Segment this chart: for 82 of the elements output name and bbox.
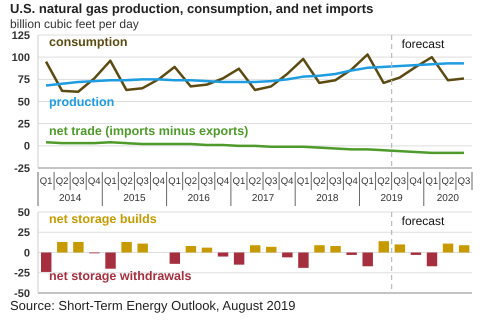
chart-title: U.S. natural gas production, consumption, and net imports xyxy=(10,1,374,16)
x-tick-label: Q3 xyxy=(200,176,214,187)
x-tick-label: Q2 xyxy=(56,176,68,187)
line-series xyxy=(44,141,466,154)
bar xyxy=(121,242,132,252)
y-tick-label: 100 xyxy=(12,52,30,64)
bar xyxy=(266,246,276,252)
series-label: net storage builds xyxy=(49,212,157,226)
x-tick-label: Q3 xyxy=(264,176,278,187)
text: 2019 xyxy=(380,193,404,204)
bar xyxy=(73,242,84,252)
x-tick-label: Q2 xyxy=(312,176,326,187)
bar xyxy=(137,244,148,252)
x-tick-label: Q2 xyxy=(184,176,198,187)
x-tick-label: Q1 xyxy=(232,176,246,187)
y-tick-label: 50 xyxy=(18,96,30,108)
y-tick-label: 25 xyxy=(18,118,30,131)
text: 2016 xyxy=(188,193,210,204)
x-tick-label: Q4 xyxy=(280,176,294,187)
chart-subtitle: billion cubic feet per day xyxy=(10,17,139,31)
series-label: consumption xyxy=(49,35,128,49)
x-tick-label: Q4 xyxy=(345,176,358,187)
series-label: net trade (imports minus exports) xyxy=(49,124,248,138)
bar xyxy=(458,245,470,252)
annotation: forecast xyxy=(402,37,444,51)
x-tick-label: Q1 xyxy=(40,176,52,187)
bar xyxy=(298,252,309,268)
x-tick-label: Q2 xyxy=(120,176,133,187)
bar xyxy=(282,252,293,258)
y-tick-label: 75 xyxy=(18,74,30,86)
x-tick-label: Q4 xyxy=(152,176,165,187)
y-tick-label: 0 xyxy=(24,247,30,260)
bar xyxy=(426,252,438,266)
bar xyxy=(442,244,454,252)
x-tick-label: Q2 xyxy=(248,176,262,187)
bar xyxy=(314,245,325,252)
x-tick-label: Q4 xyxy=(88,176,101,187)
y-tick-label: 0 xyxy=(24,140,30,153)
x-tick-label: Q2 xyxy=(377,176,390,187)
line-series xyxy=(44,62,466,87)
y-tick-label: 50 xyxy=(18,206,30,219)
x-tick-label: Q1 xyxy=(425,176,438,187)
x-tick-label: Q1 xyxy=(296,176,310,187)
series-label: production xyxy=(49,95,114,109)
bar xyxy=(362,252,373,266)
annotation: forecast xyxy=(402,214,444,228)
y-tick-label: -50 xyxy=(14,288,30,300)
bar xyxy=(202,248,212,252)
bar xyxy=(330,246,341,252)
text: 2020 xyxy=(436,193,460,204)
text: 2018 xyxy=(316,193,339,204)
x-tick-label: Q3 xyxy=(72,176,85,187)
bar xyxy=(170,252,180,264)
line-series xyxy=(44,53,466,93)
bar xyxy=(378,241,390,252)
bar xyxy=(250,245,260,252)
text: 2014 xyxy=(59,193,82,204)
x-tick-label: Q1 xyxy=(104,176,117,187)
source-note: Source: Short-Term Energy Outlook, August 2019 xyxy=(10,298,296,313)
y-tick-label: 25 xyxy=(18,227,30,240)
x-tick-label: Q3 xyxy=(329,176,342,187)
text: 2017 xyxy=(252,193,275,204)
bar xyxy=(218,252,228,257)
bar xyxy=(234,252,244,265)
y-tick-label: -25 xyxy=(14,162,30,175)
x-tick-label: Q1 xyxy=(168,176,181,187)
bar xyxy=(105,252,116,269)
y-tick-label: 125 xyxy=(12,30,30,42)
x-tick-label: Q4 xyxy=(409,176,422,187)
x-tick-label: Q3 xyxy=(393,176,406,187)
x-tick-label: Q3 xyxy=(136,176,149,187)
text: 2015 xyxy=(123,193,146,204)
x-tick-label: Q3 xyxy=(458,176,470,187)
x-tick-label: Q1 xyxy=(361,176,374,187)
bar xyxy=(41,252,52,272)
y-tick-label: -25 xyxy=(14,268,30,280)
series-label: net storage withdrawals xyxy=(49,269,192,283)
bar xyxy=(57,242,68,252)
bar xyxy=(394,244,406,252)
bar xyxy=(186,246,196,252)
x-tick-label: Q2 xyxy=(442,176,454,187)
x-tick-label: Q4 xyxy=(216,176,230,187)
